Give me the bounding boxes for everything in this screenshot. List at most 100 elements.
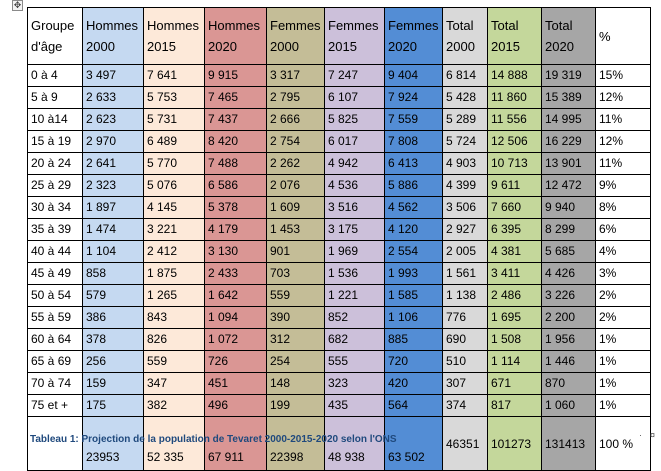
table-row-cell: 555 [324,350,385,373]
table-row: 50 à 54 579 1 265 1 642 559 1 221 1 585 1 138 2 … [27,284,651,307]
formatting-mark: ¤ [650,430,656,440]
table-row-cell: 7 247 [324,64,385,87]
table-row: 30 à 34 1 897 4 145 5 378 1 609 3 516 4 562 3 5… [27,196,651,219]
table-row-cell: 7 808 [384,130,443,153]
table-move-handle-icon[interactable]: ✥ [12,0,23,11]
table-row-cell: 420 [384,372,443,395]
table-row-cell: 15 à 19 [27,130,83,153]
table-row-cell: 5 076 [143,174,205,197]
table-row-cell: 4 562 [384,196,443,219]
table-row-cell: 1% [595,350,651,373]
table-row-cell: 65 à 69 [27,350,83,373]
table-row-cell: 0 à 4 [27,64,83,87]
table-row-cell: 2 795 [266,86,325,109]
table-row-cell: 682 [324,328,385,351]
table-row-cell: 7 924 [384,86,443,109]
table-row-cell: 10 713 [487,152,542,175]
table-row-cell: 496 [204,394,267,417]
table-row-cell: 6 107 [324,86,385,109]
table-row-cell: 1 265 [143,284,205,307]
table-row-cell: 2% [595,306,651,329]
header-row-cell: Total 2020 [541,7,596,65]
table-row-cell: 3 175 [324,218,385,241]
table-row: 70 à 74 159 347 451 148 323 420 307 671 870 1% [27,372,651,395]
table-row-cell: 2 005 [442,240,488,263]
table-row: 60 à 64 378 826 1 072 312 682 885 690 1 508 1 956… [27,328,651,351]
table-row: 45 à 49 858 1 875 2 433 703 1 536 1 993 1 561 3 … [27,262,651,285]
table-row-cell: 312 [266,328,325,351]
table-row-cell: 12% [595,130,651,153]
table-row-cell: 1% [595,328,651,351]
table-row-cell: 20 à 24 [27,152,83,175]
table-row-cell: 6 395 [487,218,542,241]
table-row-cell: 826 [143,328,205,351]
table-row-cell: 703 [266,262,325,285]
table-row-cell: 1 474 [82,218,144,241]
table-row-cell: 55 à 59 [27,306,83,329]
header-row-cell: Hommes 2020 [204,7,267,65]
table-row-cell: 9 611 [487,174,542,197]
table-row-cell: 2 554 [384,240,443,263]
table-row-cell: 1 969 [324,240,385,263]
header-row-cell: Total 2000 [442,7,488,65]
table-row-cell: 10 à14 [27,108,83,131]
table-row-cell: 1 609 [266,196,325,219]
header-row-cell: Total 2015 [487,7,542,65]
table-row: 15 à 19 2 970 6 489 8 420 2 754 6 017 7 808 5 7… [27,130,651,153]
table-row-cell: 2 076 [266,174,325,197]
table-row-cell: 5 886 [384,174,443,197]
table-row-cell: 6 586 [204,174,267,197]
table-row-cell: 5 378 [204,196,267,219]
table-row-cell: 307 [442,372,488,395]
table-row: 10 à14 2 623 5 731 7 437 2 666 5 825 7 559 5 28… [27,108,651,131]
table-row-cell: 4 179 [204,218,267,241]
table-row-cell: 9 915 [204,64,267,87]
table-row: 75 et +175 382 496 199 435 564 374 817 1 060 1% [27,394,651,417]
table-row-cell: 2 754 [266,130,325,153]
table-row-cell: 2 623 [82,108,144,131]
table-row-cell: 3% [595,262,651,285]
table-row-cell: 817 [487,394,542,417]
table-row-cell: 75 et + [27,394,83,417]
table-row-cell: 2 262 [266,152,325,175]
table-row-cell: 35 à 39 [27,218,83,241]
totals-row-cell: 100 % [595,416,651,471]
table-row-cell: 175 [82,394,144,417]
table-row-cell: 1 585 [384,284,443,307]
table-row-cell: 4 120 [384,218,443,241]
table-row: 25 à 29 2 323 5 076 6 586 2 076 4 536 5 886 4 3… [27,174,651,197]
table-row-cell: 347 [143,372,205,395]
header-row: Groupe d'âge Hommes 2000 Hommes 2015 Hommes… [27,7,651,65]
table-row-cell: 5 770 [143,152,205,175]
table-row-cell: 50 à 54 [27,284,83,307]
table-row-cell: 5 724 [442,130,488,153]
table-row-cell: 5 753 [143,86,205,109]
table-row-cell: 12% [595,86,651,109]
table-row-cell: 1 875 [143,262,205,285]
table-row-cell: 382 [143,394,205,417]
population-projection-table: Groupe d'âge Hommes 2000 Hommes 2015 Hommes… [27,7,651,471]
table-row-cell: 726 [204,350,267,373]
table-row-cell: 5 731 [143,108,205,131]
table-row-cell: 4 903 [442,152,488,175]
table-row-cell: 15 389 [541,86,596,109]
table-row-cell: 11% [595,108,651,131]
table-row-cell: 4 426 [541,262,596,285]
table-row-cell: 45 à 49 [27,262,83,285]
table-row-cell: 1 956 [541,328,596,351]
table-row-cell: 256 [82,350,144,373]
table-row-cell: 30 à 34 [27,196,83,219]
table-row-cell: 3 226 [541,284,596,307]
table-row-cell: 6 413 [384,152,443,175]
table-row-cell: 1 446 [541,350,596,373]
header-row-cell: % [595,7,651,65]
table-row-cell: 3 506 [442,196,488,219]
table-row: 20 à 24 2 641 5 770 7 488 2 262 4 942 6 413 4 9… [27,152,651,175]
table-row-cell: 559 [266,284,325,307]
table-row-cell: 9% [595,174,651,197]
table-row-cell: 2 641 [82,152,144,175]
table-row-cell: 13 901 [541,152,596,175]
table-row-cell: 12 506 [487,130,542,153]
